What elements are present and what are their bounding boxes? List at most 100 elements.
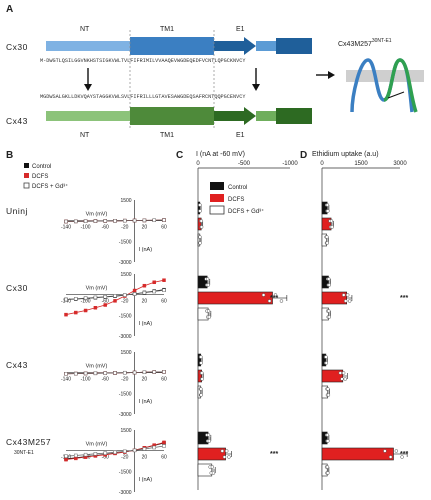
cx43-e1-label: E1 [236,132,245,139]
iv-x-tick: 20 [142,377,148,383]
bar-dot [198,241,202,245]
bar-tick-label: -500 [238,161,251,167]
iv-x-tick: -60 [102,455,109,461]
row-label-sub: 30NT-E1 [14,450,34,456]
bar-dot [343,377,348,381]
iv-point [74,219,78,224]
bar-1 [197,291,273,305]
membrane-band [346,70,424,82]
iv-x-tick: 20 [142,455,148,461]
iv-point [142,218,147,223]
cx43-row-label: Cx43 [6,116,28,126]
iv-point [132,292,137,296]
cx43-sequence: MGDWSALGKLLDKVQAYSTAGGKVWLSVLFIFRILLLGTA… [40,94,246,100]
chimera-blue-strand [350,58,414,113]
bar-dot [341,371,346,375]
iv-point [113,299,117,303]
iv-point [83,296,88,300]
bar-dot [325,203,330,207]
cx30-row-label: Cx30 [6,42,28,52]
iv-x-tick: 60 [161,377,167,383]
iv-point [132,288,137,293]
legend-b: Control DCFS DCFS + Gd³⁺ [23,163,68,190]
bar-dot [340,377,344,381]
iv-i-label: I (nA) [139,477,153,483]
bar-dot [279,299,284,303]
iv-x-tick: -140 [61,299,71,305]
row-label-uninj: Uninj [6,206,28,216]
cx43-tm1-label: TM1 [160,132,174,139]
legend-b-swatch-gd [23,182,30,189]
iv-vm-label: Vm (mV) [86,286,108,292]
iv-y-tick: -1500 [119,239,132,245]
iv-vm-label: Vm (mV) [86,442,108,448]
bar-dot [220,449,225,453]
iv-point [132,370,137,375]
iv-point [113,219,117,223]
iv-y-tick: -3000 [119,334,132,340]
bar-dot [325,241,329,245]
iv-point [142,447,147,451]
cx30-tm1-label: TM1 [160,26,174,33]
legend-c: Control DCFS DCFS + Gd³⁺ [209,182,264,215]
iv-point [152,218,156,223]
bar-dot [345,293,350,297]
cx30-nt-label: NT [80,26,90,33]
iv-point [93,371,98,376]
iv-y-tick: 1500 [120,350,131,356]
iv-x-tick: -60 [102,225,109,231]
significance-mark: *** [400,295,408,302]
bar-tick-label: 0 [320,161,324,167]
bar-tick-label: 3000 [393,161,407,167]
iv-point [162,370,166,374]
cx30-e1-arrow [214,37,256,55]
iv-y-tick: -1500 [119,391,132,397]
iv-point [93,452,98,456]
iv-point [83,219,88,223]
bar-dot [199,219,204,223]
iv-point [152,280,156,285]
iv-point [74,453,78,458]
iv-point [83,371,88,376]
bar-dot [394,449,399,453]
legend-c-swatch-gd [209,205,225,215]
iv-point [123,370,127,375]
bar-dot [207,315,212,319]
bar-dot [210,465,215,469]
bar-dot [205,277,210,281]
iv-point [93,219,98,223]
bar-dot [222,455,227,459]
iv-x-tick: -20 [121,299,128,305]
bar-dot [338,371,343,375]
iv-point [113,294,117,298]
bar-dot [199,355,203,359]
cx30-tail [256,41,276,51]
iv-plot-uninj: -140 -100 -60 -20 20 60 1500 -1500 -3000 Vm (mV) I… [61,198,167,266]
iv-point [152,445,156,450]
panel-label-c: C [176,150,183,161]
bar-dot [329,219,334,223]
bar-dot [200,371,204,375]
iv-point [64,312,68,317]
bar-dot [326,471,330,475]
iv-x-tick: 60 [161,299,167,305]
col-d-title: Ethidium uptake (a.u) [312,151,379,158]
bar-dot [224,449,229,453]
bar-dot [206,283,211,287]
bar-dot [326,387,330,391]
bar-dot [198,209,202,213]
iv-y-tick: -3000 [119,260,132,266]
cx30-tm1-segment [130,37,214,55]
iv-x-tick: -20 [121,377,128,383]
iv-point [64,297,68,302]
row-label-cx30: Cx30 [6,283,28,293]
bar-dot [347,299,352,303]
iv-plots: -140 -100 -60 -20 20 60 1500 -1500 -3000 Vm (mV) I… [61,198,167,496]
bar-dot [199,361,203,365]
current-bar-plots: 0 -500 -1000 *** *** [196,161,298,490]
iv-y-tick: 1500 [120,428,131,434]
bar-dot [326,209,330,213]
cx43-tail [256,111,276,121]
bar-dot [200,377,204,381]
col-c-title: I (nA at -60 mV) [196,151,245,158]
